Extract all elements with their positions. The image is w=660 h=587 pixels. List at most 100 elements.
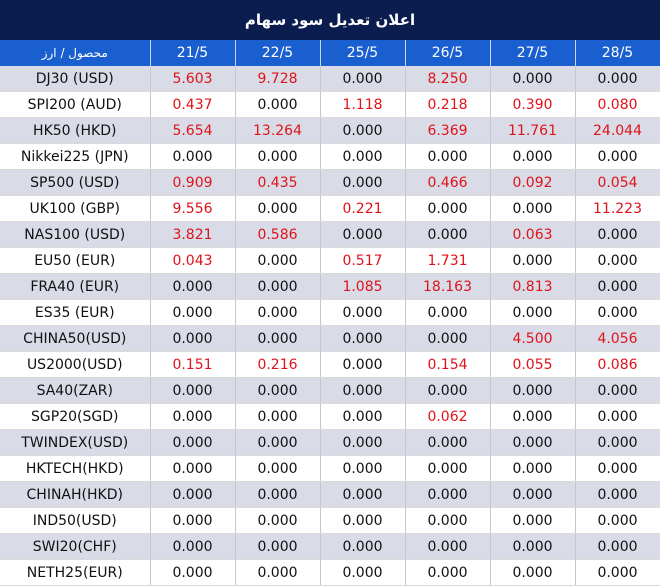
value-cell: 0.813 [490,273,576,300]
value-cell: 0.000 [575,533,660,560]
value-cell: 0.000 [490,403,576,430]
table-row: SPI200 (AUD) 0.437 0.000 1.118 0.218 0.390 0.0… [0,91,660,118]
value-cell: 9.728 [235,66,321,92]
value-cell: 0.000 [320,481,406,508]
value-cell: 0.000 [575,273,660,300]
value-cell: 0.000 [150,455,236,482]
value-cell: 0.218 [405,91,491,118]
table-row: UK100 (GBP) 9.556 0.000 0.221 0.000 0.000 11.2… [0,195,660,222]
table-body: DJ30 (USD) 5.603 9.728 0.000 8.250 0.000 0.000… [0,66,660,586]
value-cell: 0.909 [150,169,236,196]
symbol-cell: IND50(USD) [0,507,151,534]
value-cell: 0.043 [150,247,236,274]
value-cell: 0.000 [235,377,321,404]
table-row: TWINDEX(USD) 0.000 0.000 0.000 0.000 0.000 0.0… [0,429,660,456]
value-cell: 0.151 [150,351,236,378]
page-title: اعلان تعديل سود سهام [0,0,660,40]
value-cell: 0.000 [320,377,406,404]
symbol-cell: UK100 (GBP) [0,195,151,222]
table-row: IND50(USD) 0.000 0.000 0.000 0.000 0.000 0.000 [0,507,660,534]
table-row: SWI20(CHF) 0.000 0.000 0.000 0.000 0.000 0.000 [0,533,660,560]
value-cell: 0.000 [575,455,660,482]
table-row: ES35 (EUR) 0.000 0.000 0.000 0.000 0.000 0.000 [0,299,660,326]
value-cell: 0.000 [235,299,321,326]
value-cell: 0.000 [235,91,321,118]
value-cell: 1.085 [320,273,406,300]
value-cell: 0.000 [490,533,576,560]
value-cell: 0.000 [150,273,236,300]
value-cell: 0.000 [405,221,491,248]
value-cell: 0.062 [405,403,491,430]
value-cell: 0.000 [405,481,491,508]
value-cell: 0.000 [320,117,406,144]
table-row: EU50 (EUR) 0.043 0.000 0.517 1.731 0.000 0.000 [0,247,660,274]
value-cell: 0.000 [320,143,406,170]
value-cell: 0.000 [405,377,491,404]
value-cell: 0.000 [235,403,321,430]
value-cell: 0.000 [575,221,660,248]
table-row: SP500 (USD) 0.909 0.435 0.000 0.466 0.092 0.05… [0,169,660,196]
value-cell: 0.000 [150,481,236,508]
value-cell: 24.044 [575,117,660,144]
date-column-header: 26/5 [405,40,491,66]
value-cell: 0.000 [575,559,660,586]
value-cell: 0.000 [575,377,660,404]
symbol-cell: FRA40 (EUR) [0,273,151,300]
value-cell: 0.000 [150,299,236,326]
value-cell: 0.437 [150,91,236,118]
symbol-cell: ES35 (EUR) [0,299,151,326]
value-cell: 0.000 [490,66,576,92]
value-cell: 13.264 [235,117,321,144]
value-cell: 0.000 [235,507,321,534]
value-cell: 0.000 [490,377,576,404]
table-row: SA40(ZAR) 0.000 0.000 0.000 0.000 0.000 0.000 [0,377,660,404]
value-cell: 0.000 [405,429,491,456]
value-cell: 0.000 [490,559,576,586]
value-cell: 0.000 [150,143,236,170]
value-cell: 0.216 [235,351,321,378]
value-cell: 0.435 [235,169,321,196]
symbol-cell: US2000(USD) [0,351,151,378]
value-cell: 0.000 [320,221,406,248]
table-row: CHINA50(USD) 0.000 0.000 0.000 0.000 4.500 4.0… [0,325,660,352]
symbol-cell: NAS100 (USD) [0,221,151,248]
value-cell: 0.000 [235,195,321,222]
value-cell: 4.500 [490,325,576,352]
symbol-cell: DJ30 (USD) [0,66,151,92]
value-cell: 0.000 [490,247,576,274]
value-cell: 8.250 [405,66,491,92]
value-cell: 0.055 [490,351,576,378]
value-cell: 0.221 [320,195,406,222]
value-cell: 0.000 [235,455,321,482]
value-cell: 0.000 [490,429,576,456]
symbol-cell: SP500 (USD) [0,169,151,196]
value-cell: 0.000 [235,533,321,560]
value-cell: 0.000 [320,403,406,430]
date-column-header: 21/5 [150,40,236,66]
date-column-header: 28/5 [575,40,660,66]
value-cell: 0.000 [320,351,406,378]
value-cell: 0.063 [490,221,576,248]
value-cell: 1.118 [320,91,406,118]
value-cell: 0.000 [405,559,491,586]
value-cell: 0.000 [575,429,660,456]
value-cell: 0.000 [320,299,406,326]
value-cell: 0.000 [320,325,406,352]
value-cell: 0.000 [150,325,236,352]
symbol-column-header: محصول / ارز [0,40,151,66]
dividend-table: محصول / ارز 21/5 22/5 25/5 26/5 27/5 28/… [0,40,660,586]
table-row: SGP20(SGD) 0.000 0.000 0.000 0.062 0.000 0.000 [0,403,660,430]
symbol-cell: SPI200 (AUD) [0,91,151,118]
value-cell: 0.000 [490,299,576,326]
table-row: NETH25(EUR) 0.000 0.000 0.000 0.000 0.000 0.00… [0,559,660,586]
value-cell: 0.000 [235,559,321,586]
table-row: CHINAH(HKD) 0.000 0.000 0.000 0.000 0.000 0.00… [0,481,660,508]
date-column-header: 25/5 [320,40,406,66]
value-cell: 0.000 [405,195,491,222]
value-cell: 0.000 [575,481,660,508]
value-cell: 0.000 [235,325,321,352]
value-cell: 0.517 [320,247,406,274]
value-cell: 0.000 [150,559,236,586]
value-cell: 0.586 [235,221,321,248]
symbol-cell: HKTECH(HKD) [0,455,151,482]
